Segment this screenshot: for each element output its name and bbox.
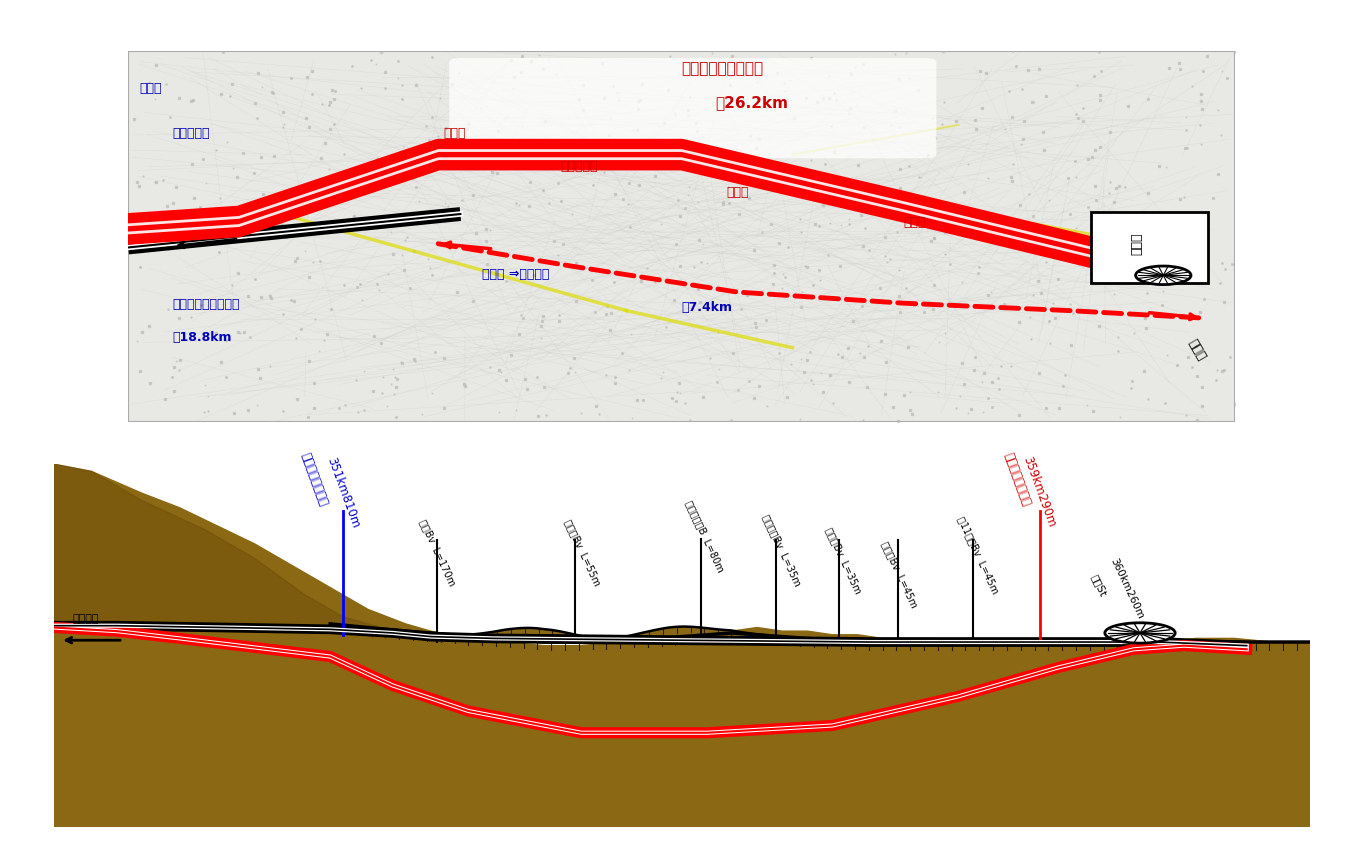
Polygon shape xyxy=(54,464,393,631)
Text: 琴似発寒川B  L=80m: 琴似発寒川B L=80m xyxy=(684,499,726,573)
Text: 手稲トンネル（旧）: 手稲トンネル（旧） xyxy=(173,298,240,311)
Text: 桑園駅: 桑園駅 xyxy=(903,216,926,229)
Text: 札幌駅: 札幌駅 xyxy=(1130,233,1143,256)
Text: 360km260m: 360km260m xyxy=(1108,556,1146,620)
Text: 稲穂公園駅: 稲穂公園駅 xyxy=(173,127,211,140)
Circle shape xyxy=(1104,623,1174,643)
Text: 359km290m: 359km290m xyxy=(1021,455,1058,529)
Text: 約18.8km: 約18.8km xyxy=(173,331,232,344)
Text: 札樽道Bv  L=55m: 札樽道Bv L=55m xyxy=(563,518,602,587)
Text: 手稲トンネル出口: 手稲トンネル出口 xyxy=(298,451,331,508)
Text: 351km810m: 351km810m xyxy=(324,455,362,529)
Text: 手稲Bv  L=170m: 手稲Bv L=170m xyxy=(418,518,458,587)
Polygon shape xyxy=(54,464,1310,827)
Text: 発寒駅: 発寒駅 xyxy=(444,127,466,140)
Text: 新青森方: 新青森方 xyxy=(73,614,100,624)
Text: 約26.2km: 約26.2km xyxy=(716,95,788,110)
Text: 札樽トンネル（新）: 札樽トンネル（新） xyxy=(682,62,764,77)
Text: 琴似栄町Bv  L=35m: 琴似栄町Bv L=35m xyxy=(761,513,803,587)
Text: 発寒中央駅: 発寒中央駅 xyxy=(560,160,598,173)
FancyBboxPatch shape xyxy=(128,51,1235,422)
Text: 環状線Bv  L=35m: 環状線Bv L=35m xyxy=(824,526,863,595)
FancyBboxPatch shape xyxy=(1091,212,1207,283)
Text: 札樽トンネル出口: 札樽トンネル出口 xyxy=(1002,451,1033,508)
Text: 西11丁目Bv  L=45m: 西11丁目Bv L=45m xyxy=(956,514,1000,595)
Text: 環状通Bv  L=45m: 環状通Bv L=45m xyxy=(880,540,919,609)
Text: 札幌St: 札幌St xyxy=(1089,573,1108,598)
FancyBboxPatch shape xyxy=(450,58,937,159)
Text: 高架橋: 高架橋 xyxy=(1185,337,1208,363)
Text: 約7.4km: 約7.4km xyxy=(682,301,733,314)
Text: 高架橋 ⇒トンネル: 高架橋 ⇒トンネル xyxy=(482,268,549,281)
Circle shape xyxy=(1135,266,1191,284)
Text: 手稲駅: 手稲駅 xyxy=(139,82,162,95)
Text: 琴似駅: 琴似駅 xyxy=(726,187,748,199)
